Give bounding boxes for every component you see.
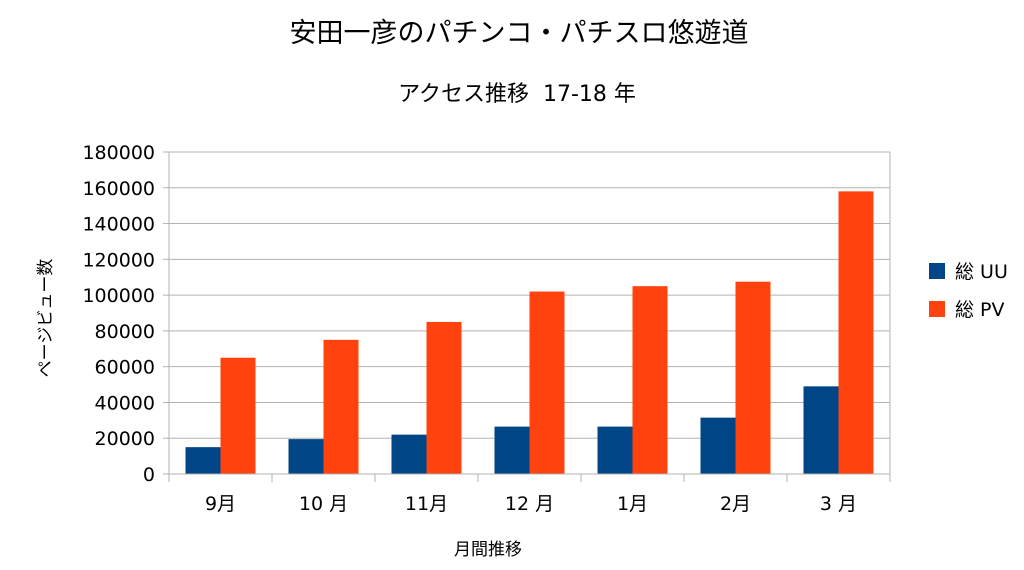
axes [163, 151, 891, 482]
x-tick-label: 1月 [617, 493, 648, 515]
x-axis-label: 月間推移 [454, 540, 522, 560]
bar-uu [185, 447, 221, 474]
y-tick-label: 140000 [82, 214, 155, 236]
x-tick-label: 10 月 [299, 493, 348, 515]
y-tick-labels: 0 20000 40000 60000 80000 100000 120000 140000 1… [82, 142, 155, 486]
bar-uu [803, 386, 839, 474]
bar-uu [288, 439, 324, 474]
y-tick-label: 40000 [95, 392, 155, 414]
bar-uu [597, 426, 633, 474]
bar-pv [426, 321, 462, 474]
x-tick-labels: 9月 10 月 11月 12 月 1月 2月 3 月 [205, 493, 857, 515]
chart-title: 安田一彦のパチンコ・パチスロ悠遊道 [290, 18, 749, 49]
y-tick-label: 100000 [82, 285, 155, 307]
x-tick-label: 11月 [405, 493, 448, 515]
bar-pv [529, 291, 565, 474]
bar-pv [323, 339, 359, 474]
y-tick-label: 0 [143, 464, 155, 486]
bars [185, 191, 874, 474]
x-tick-label: 2月 [720, 493, 751, 515]
bar-pv [632, 286, 668, 474]
y-tick-label: 160000 [82, 178, 155, 200]
y-tick-label: 180000 [82, 142, 155, 164]
bar-uu [391, 434, 427, 474]
bar-uu [700, 417, 736, 474]
legend-swatch [929, 263, 945, 279]
y-tick-label: 120000 [82, 249, 155, 271]
x-tick-label: 3 月 [820, 493, 857, 515]
bar-pv [735, 281, 771, 474]
y-axis-label: ページビュー数 [36, 259, 56, 378]
x-tick-label: 9月 [205, 493, 236, 515]
chart-subtitle: アクセス推移 17-18 年 [398, 82, 636, 107]
legend-swatch [929, 301, 945, 317]
legend-label: 総 PV [955, 299, 1005, 321]
y-tick-label: 80000 [95, 321, 155, 343]
x-tick-label: 12 月 [505, 493, 554, 515]
legend-label: 総 UU [955, 261, 1008, 283]
bar-pv [220, 357, 256, 474]
bar-uu [494, 426, 530, 474]
y-tick-label: 60000 [95, 357, 155, 379]
legend: 総 UU 総 PV [929, 261, 1008, 321]
y-tick-label: 20000 [95, 428, 155, 450]
bar-pv [838, 191, 874, 474]
